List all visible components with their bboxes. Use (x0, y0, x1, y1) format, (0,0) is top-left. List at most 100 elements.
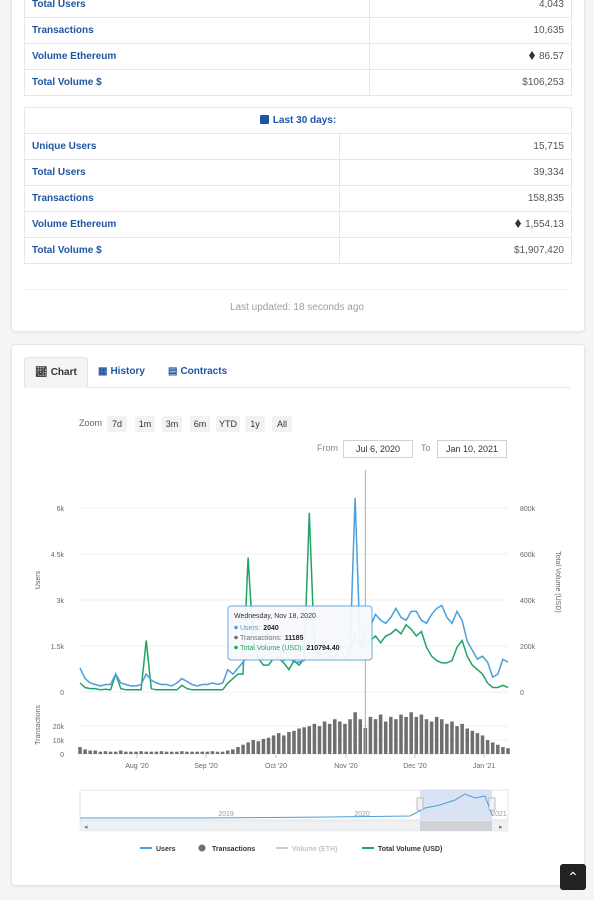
tooltip-row: Transactions: 11185 (240, 635, 304, 642)
transactions-bar (394, 719, 398, 754)
transactions-bar (353, 712, 357, 754)
zoom-ytd-button[interactable]: YTD (216, 416, 240, 432)
transactions-bar (118, 750, 123, 754)
transactions-bar (261, 738, 266, 754)
zoom-all-button[interactable]: All (272, 416, 292, 432)
transactions-bar (307, 726, 312, 754)
y-bottom-tick-label: 10k (53, 738, 65, 745)
stat-value-cell: $106,253 (369, 69, 572, 96)
zoom-1m-button[interactable]: 1m (135, 416, 155, 432)
transactions-bar (378, 714, 383, 754)
zoom-3m-button[interactable]: 3m (162, 416, 182, 432)
from-date-input[interactable]: Jul 6, 2020 (343, 440, 413, 458)
tab-contracts-label: Contracts (180, 366, 228, 377)
transactions-bar (215, 751, 220, 754)
tooltip-row: Total Volume (USD): 210794.40 (240, 645, 340, 652)
line-chart-icon: 📈︎ (35, 367, 48, 378)
tab-history[interactable]: ▦ History (88, 357, 155, 386)
table-row: Total Volume $ $1,907,420 (24, 237, 572, 264)
transactions-bar (195, 751, 199, 754)
transactions-bar (139, 751, 143, 754)
tab-chart[interactable]: 📈︎ Chart (24, 357, 88, 388)
transactions-bar (231, 749, 235, 754)
transactions-bar (134, 751, 138, 754)
tooltip-marker (234, 635, 238, 640)
transactions-bar (175, 751, 179, 754)
chart-navigator[interactable]: 2019 2020 2021 ◂ ▸ (79, 789, 509, 832)
tab-contracts[interactable]: ▤ Contracts (158, 357, 237, 386)
legend-marker (198, 844, 206, 852)
transactions-bar (327, 723, 332, 754)
tab-bar: 📈︎ Chart ▦ History ▤ Contracts (24, 357, 570, 388)
tooltip-value: 2040 (263, 625, 279, 632)
transactions-bar (485, 740, 490, 754)
transactions-bar (429, 721, 434, 754)
stat-label: Total Volume $ (24, 69, 370, 96)
navigator-line (80, 793, 493, 819)
navigator-scrollbar-thumb (420, 821, 492, 831)
table-row: Unique Users 15,715 (24, 133, 572, 160)
stat-value: $1,907,420 (513, 245, 564, 256)
x-tick-label: Dec '20 (403, 763, 427, 770)
transactions-bar (480, 735, 485, 754)
transactions-bar (103, 751, 108, 754)
transactions-bar (292, 730, 296, 754)
x-tick-label: Aug '20 (125, 763, 149, 770)
y-right-tick-label: 400k (520, 598, 536, 605)
transactions-bar (282, 735, 286, 754)
y-bottom-axis-title: Transactions (35, 705, 42, 745)
transactions-bar (317, 726, 322, 754)
transactions-bar (373, 719, 378, 754)
zoom-1y-button[interactable]: 1y (245, 416, 265, 432)
y-bottom-tick-label: 20k (53, 724, 65, 731)
stat-label: Unique Users (24, 133, 340, 160)
zoom-6m-button[interactable]: 6m (190, 416, 210, 432)
table-row: Volume Ethereum 1,554.13 (24, 211, 572, 238)
transactions-bar (164, 751, 169, 754)
to-date-input[interactable]: Jan 10, 2021 (437, 440, 507, 458)
zoom-7d-button[interactable]: 7d (107, 416, 127, 432)
transactions-bar (210, 751, 215, 754)
y-left-tick-label: 6k (57, 506, 65, 513)
document-icon: ▤ (168, 366, 178, 377)
y-right-tick-label: 800k (520, 506, 536, 513)
transactions-bar (455, 726, 459, 754)
transactions-bar (506, 748, 510, 754)
transactions-bar (169, 751, 174, 754)
last-updated-text: Last updated: 18 seconds ago (230, 302, 364, 313)
y-left-tick-label: 3k (57, 598, 65, 605)
tooltip-label: Total Volume (USD): (240, 645, 303, 652)
transactions-bar (220, 751, 225, 754)
chevron-up-icon[interactable]: ⌃ (560, 864, 586, 890)
y-left-tick-label: 0 (60, 690, 64, 697)
legend-item: Users (156, 846, 176, 853)
tooltip-value: 210794.40 (306, 645, 339, 652)
tooltip-label: Users: (240, 625, 260, 632)
transactions-bar (450, 721, 454, 754)
total-volume-line (79, 512, 509, 691)
transactions-bar (475, 733, 480, 754)
transactions-bar (470, 730, 475, 754)
tooltip-label: Transactions: (240, 635, 282, 642)
transactions-bar (399, 714, 403, 754)
stat-value: 15,715 (533, 141, 564, 152)
transactions-bar (266, 737, 271, 754)
transactions-bar (465, 728, 470, 754)
stat-value: 86.57 (538, 51, 564, 62)
scroll-right-arrow-icon: ▸ (499, 824, 503, 831)
transactions-bar (124, 751, 128, 754)
navigator-right-handle (488, 797, 496, 811)
table-row: Total Volume $ $106,253 (24, 69, 572, 96)
transactions-bar (338, 721, 342, 754)
transactions-bar (348, 719, 352, 754)
scroll-left-arrow-icon: ◂ (84, 824, 88, 831)
tooltip-date: Wednesday, Nov 18, 2020 (234, 613, 316, 620)
legend-item: Transactions (212, 846, 255, 853)
transactions-bar (251, 740, 256, 754)
stat-value: 39,334 (533, 167, 564, 178)
transactions-bar (88, 750, 92, 754)
transactions-bar (236, 747, 240, 754)
stat-value: 158,835 (527, 193, 564, 204)
navigator-selection (420, 790, 492, 820)
